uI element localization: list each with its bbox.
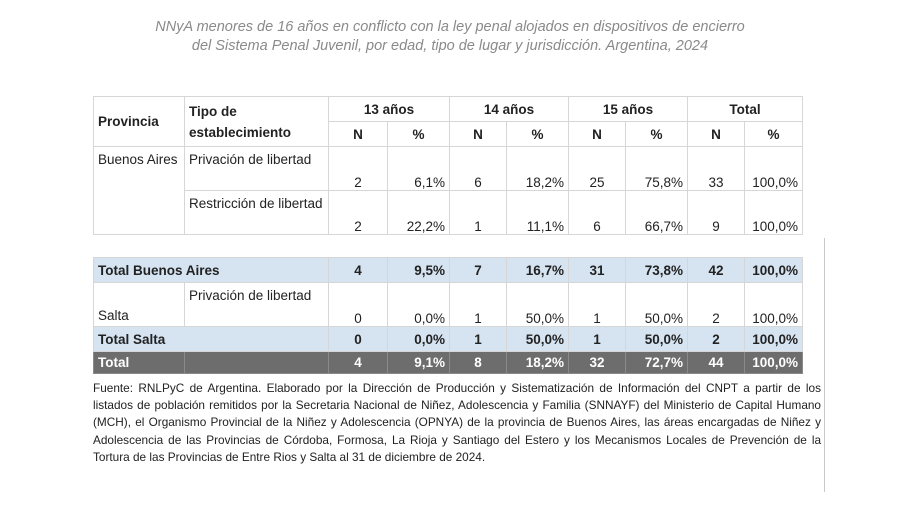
subtotal-label: Total Buenos Aires — [93, 257, 329, 283]
value-cell: 16,7% — [506, 257, 569, 283]
value-cell: 1 — [568, 326, 626, 352]
table-title: NNyA menores de 16 años en conflicto con… — [155, 19, 745, 54]
value-cell: 6 — [449, 146, 507, 191]
value-cell: 42 — [687, 257, 745, 283]
header-group-15: 15 años — [568, 96, 688, 122]
value-cell: 1 — [449, 190, 507, 235]
value-cell: 0 — [328, 282, 388, 327]
header-n: N — [449, 121, 507, 147]
province-cell: Buenos Aires — [93, 146, 185, 235]
value-cell: 100,0% — [744, 146, 803, 191]
data-table: Provincia Tipo de establecimiento 13 año… — [93, 96, 803, 374]
value-cell: 0,0% — [387, 326, 450, 352]
value-cell: 100,0% — [744, 326, 803, 352]
value-cell: 1 — [449, 282, 507, 327]
grand-total-blank — [184, 351, 329, 374]
source-note: Fuente: RNLPyC de Argentina. Elaborado p… — [93, 381, 821, 464]
header-provincia: Provincia — [93, 96, 185, 147]
header-row-subcols: N % N % N % N % — [94, 121, 803, 147]
header-group-14: 14 años — [449, 96, 569, 122]
province-cell: Salta — [93, 282, 185, 327]
header-row-groups: Provincia Tipo de establecimiento 13 año… — [93, 96, 803, 147]
header-group-13: 13 años — [328, 96, 450, 122]
value-cell: 100,0% — [744, 282, 803, 327]
value-cell: 9,5% — [387, 257, 450, 283]
value-cell: 44 — [687, 351, 745, 374]
subtotal-row: Total Salta 0 0,0% 1 50,0% 1 50,0% 2 100… — [93, 326, 803, 352]
tipo-cell: Privación de libertad — [184, 282, 329, 327]
value-cell: 100,0% — [744, 351, 803, 374]
value-cell: 31 — [568, 257, 626, 283]
value-cell: 75,8% — [625, 146, 688, 191]
value-cell: 0,0% — [387, 282, 450, 327]
tipo-cell: Restricción de libertad — [184, 190, 329, 235]
header-n: N — [687, 121, 745, 147]
table-row: Restricción de libertad 2 22,2% 1 11,1% … — [94, 190, 803, 235]
divider-line — [824, 238, 825, 492]
header-n: N — [568, 121, 626, 147]
value-cell: 100,0% — [744, 257, 803, 283]
value-cell: 8 — [449, 351, 507, 374]
value-cell: 1 — [568, 282, 626, 327]
value-cell: 100,0% — [744, 190, 803, 235]
header-n: N — [328, 121, 388, 147]
value-cell: 50,0% — [506, 282, 569, 327]
grand-total-row: Total 4 9,1% 8 18,2% 32 72,7% 44 100,0% — [93, 351, 803, 374]
value-cell: 4 — [328, 351, 388, 374]
value-cell: 6,1% — [387, 146, 450, 191]
value-cell: 4 — [328, 257, 388, 283]
value-cell: 9,1% — [387, 351, 450, 374]
value-cell: 50,0% — [506, 326, 569, 352]
header-pct: % — [506, 121, 569, 147]
value-cell: 6 — [568, 190, 626, 235]
value-cell: 1 — [449, 326, 507, 352]
value-cell: 72,7% — [625, 351, 688, 374]
value-cell: 32 — [568, 351, 626, 374]
value-cell: 18,2% — [506, 146, 569, 191]
header-pct: % — [744, 121, 803, 147]
header-tipo: Tipo de establecimiento — [184, 96, 329, 147]
subtotal-label: Total Salta — [93, 326, 329, 352]
value-cell: 11,1% — [506, 190, 569, 235]
value-cell: 25 — [568, 146, 626, 191]
value-cell: 9 — [687, 190, 745, 235]
value-cell: 2 — [328, 190, 388, 235]
subtotal-row: Total Buenos Aires 4 9,5% 7 16,7% 31 73,… — [93, 257, 803, 283]
value-cell: 22,2% — [387, 190, 450, 235]
table-row: Salta Privación de libertad 0 0,0% 1 50,… — [93, 282, 803, 327]
spacer-row — [93, 234, 803, 258]
tipo-cell: Privación de libertad — [184, 146, 329, 191]
value-cell: 73,8% — [625, 257, 688, 283]
header-group-total: Total — [687, 96, 803, 122]
header-pct: % — [625, 121, 688, 147]
value-cell: 2 — [687, 326, 745, 352]
table-row: Buenos Aires Privación de libertad 2 6,1… — [93, 146, 803, 235]
value-cell: 18,2% — [506, 351, 569, 374]
value-cell: 66,7% — [625, 190, 688, 235]
value-cell: 7 — [449, 257, 507, 283]
value-cell: 33 — [687, 146, 745, 191]
header-pct: % — [387, 121, 450, 147]
value-cell: 50,0% — [625, 326, 688, 352]
value-cell: 0 — [328, 326, 388, 352]
value-cell: 50,0% — [625, 282, 688, 327]
value-cell: 2 — [687, 282, 745, 327]
value-cell: 2 — [328, 146, 388, 191]
grand-total-label: Total — [93, 351, 185, 374]
